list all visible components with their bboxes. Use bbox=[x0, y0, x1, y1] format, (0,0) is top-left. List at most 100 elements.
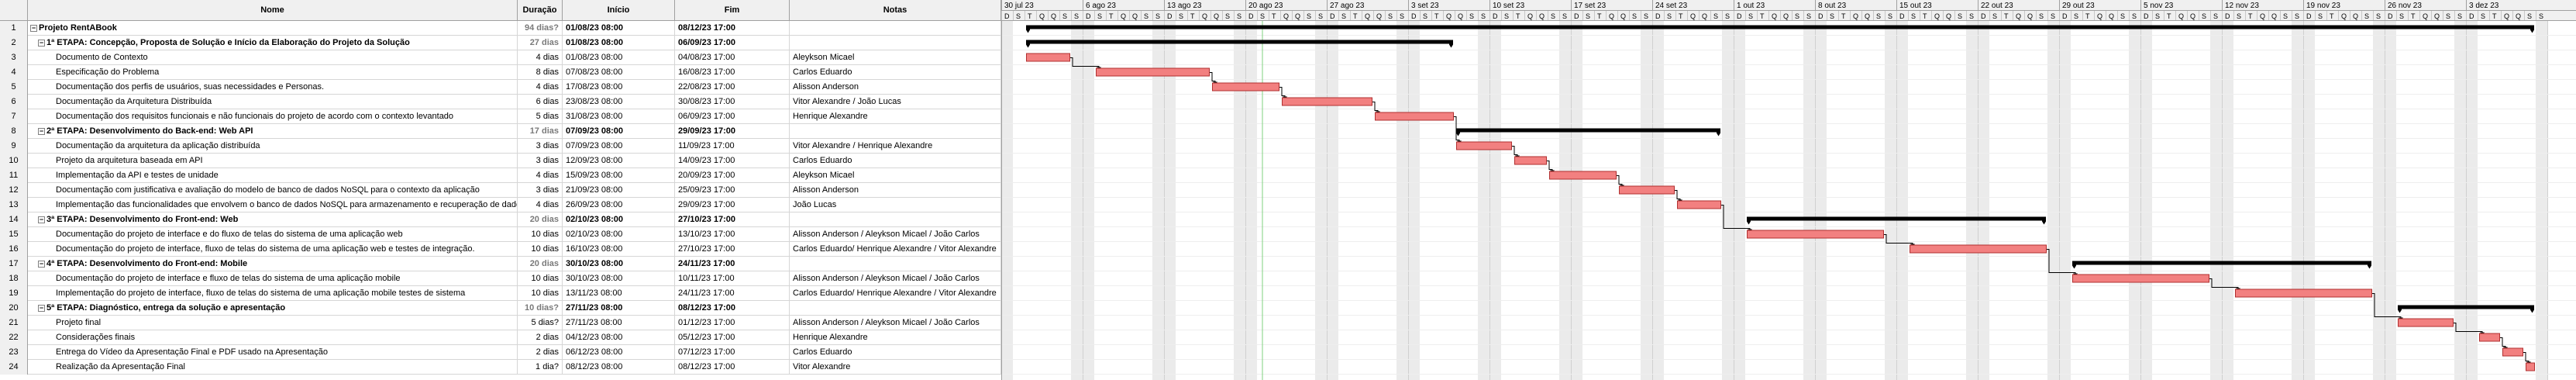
task-duration[interactable]: 4 dias bbox=[518, 168, 563, 183]
collapse-toggle-icon[interactable]: − bbox=[38, 38, 45, 47]
task-start[interactable]: 30/10/23 08:00 bbox=[563, 271, 675, 286]
task-notes[interactable] bbox=[790, 257, 1001, 271]
task-end[interactable]: 20/09/23 17:00 bbox=[675, 168, 790, 183]
task-duration[interactable]: 3 dias bbox=[518, 139, 563, 154]
table-row[interactable]: 4 Especificação do Problema 8 dias 07/08/23… bbox=[0, 65, 1001, 80]
column-header-inicio[interactable]: Início bbox=[563, 0, 675, 21]
task-name-cell[interactable]: Documentação da arquitetura da aplicação… bbox=[28, 139, 518, 154]
row-number[interactable]: 14 bbox=[0, 212, 28, 227]
task-end[interactable]: 05/12/23 17:00 bbox=[675, 330, 790, 345]
table-row[interactable]: 6 Documentação da Arquitetura Distribuída… bbox=[0, 95, 1001, 109]
table-row[interactable]: 2−1ª ETAPA: Concepção, Proposta de Soluç… bbox=[0, 36, 1001, 50]
table-row[interactable]: 22 Considerações finais 2 dias 04/12/23 08:… bbox=[0, 330, 1001, 345]
table-row[interactable]: 11 Implementação da API e testes de unida… bbox=[0, 168, 1001, 183]
table-row[interactable]: 8−2ª ETAPA: Desenvolvimento do Back-end:… bbox=[0, 124, 1001, 139]
column-header-duracao[interactable]: Duração bbox=[518, 0, 563, 21]
task-start[interactable]: 04/12/23 08:00 bbox=[563, 330, 675, 345]
task-name-cell[interactable]: −1ª ETAPA: Concepção, Proposta de Soluçã… bbox=[28, 36, 518, 50]
row-number-header[interactable] bbox=[0, 0, 28, 21]
task-name-cell[interactable]: Projeto da arquitetura baseada em API bbox=[28, 154, 518, 168]
task-end[interactable]: 29/09/23 17:00 bbox=[675, 198, 790, 212]
table-row[interactable]: 1− Projeto RentABook 94 dias? 01/08/23 08:0… bbox=[0, 21, 1001, 36]
task-name-cell[interactable]: −2ª ETAPA: Desenvolvimento do Back-end: … bbox=[28, 124, 518, 139]
task-start[interactable]: 01/08/23 08:00 bbox=[563, 36, 675, 50]
task-start[interactable]: 30/10/23 08:00 bbox=[563, 257, 675, 271]
column-header-nome[interactable]: Nome bbox=[28, 0, 518, 21]
task-name-cell[interactable]: Implementação das funcionalidades que en… bbox=[28, 198, 518, 212]
task-duration[interactable]: 1 dia? bbox=[518, 360, 563, 375]
task-end[interactable]: 04/08/23 17:00 bbox=[675, 50, 790, 65]
table-row[interactable]: 15 Documentação do projeto de interface e… bbox=[0, 227, 1001, 242]
task-start[interactable]: 27/11/23 08:00 bbox=[563, 316, 675, 330]
table-row[interactable]: 7 Documentação dos requisitos funcionais … bbox=[0, 109, 1001, 124]
task-notes[interactable]: Vitor Alexandre / João Lucas bbox=[790, 95, 1001, 109]
row-number[interactable]: 17 bbox=[0, 257, 28, 271]
task-start[interactable]: 13/11/23 08:00 bbox=[563, 286, 675, 301]
table-row[interactable]: 9 Documentação da arquitetura da aplicaçã… bbox=[0, 139, 1001, 154]
task-duration[interactable]: 10 dias bbox=[518, 286, 563, 301]
task-name-cell[interactable]: Documentação do projeto de interface, fl… bbox=[28, 242, 518, 257]
column-header-fim[interactable]: Fim bbox=[675, 0, 790, 21]
collapse-toggle-icon[interactable]: − bbox=[38, 215, 45, 223]
task-duration[interactable]: 3 dias bbox=[518, 183, 563, 198]
task-start[interactable]: 17/08/23 08:00 bbox=[563, 80, 675, 95]
task-notes[interactable] bbox=[790, 21, 1001, 36]
task-end[interactable]: 22/08/23 17:00 bbox=[675, 80, 790, 95]
task-duration[interactable]: 27 dias bbox=[518, 36, 563, 50]
row-number[interactable]: 15 bbox=[0, 227, 28, 242]
task-end[interactable]: 11/09/23 17:00 bbox=[675, 139, 790, 154]
task-duration[interactable]: 6 dias bbox=[518, 95, 563, 109]
row-number[interactable]: 5 bbox=[0, 80, 28, 95]
task-duration[interactable]: 5 dias bbox=[518, 109, 563, 124]
collapse-toggle-icon[interactable]: − bbox=[30, 23, 37, 32]
task-duration[interactable]: 20 dias bbox=[518, 257, 563, 271]
task-notes[interactable]: Alisson Anderson / Aleykson Micael / Joã… bbox=[790, 271, 1001, 286]
task-end[interactable]: 06/09/23 17:00 bbox=[675, 109, 790, 124]
task-duration[interactable]: 2 dias bbox=[518, 330, 563, 345]
task-name-cell[interactable]: Documentação do projeto de interface e f… bbox=[28, 271, 518, 286]
task-start[interactable]: 27/11/23 08:00 bbox=[563, 301, 675, 316]
task-notes[interactable]: Carlos Eduardo/ Henrique Alexandre / Vit… bbox=[790, 242, 1001, 257]
task-name-cell[interactable]: −3ª ETAPA: Desenvolvimento do Front-end:… bbox=[28, 212, 518, 227]
task-start[interactable]: 01/08/23 08:00 bbox=[563, 21, 675, 36]
task-notes[interactable]: Alisson Anderson bbox=[790, 183, 1001, 198]
task-end[interactable]: 24/11/23 17:00 bbox=[675, 286, 790, 301]
task-duration[interactable]: 4 dias bbox=[518, 80, 563, 95]
row-number[interactable]: 22 bbox=[0, 330, 28, 345]
row-number[interactable]: 16 bbox=[0, 242, 28, 257]
row-number[interactable]: 4 bbox=[0, 65, 28, 80]
task-end[interactable]: 27/10/23 17:00 bbox=[675, 212, 790, 227]
task-name-cell[interactable]: Projeto final bbox=[28, 316, 518, 330]
task-end[interactable]: 30/08/23 17:00 bbox=[675, 95, 790, 109]
row-number[interactable]: 2 bbox=[0, 36, 28, 50]
row-number[interactable]: 10 bbox=[0, 154, 28, 168]
task-notes[interactable] bbox=[790, 212, 1001, 227]
task-notes[interactable]: Carlos Eduardo bbox=[790, 65, 1001, 80]
task-start[interactable]: 12/09/23 08:00 bbox=[563, 154, 675, 168]
table-row[interactable]: 20−5ª ETAPA: Diagnóstico, entrega da sol… bbox=[0, 301, 1001, 316]
task-notes[interactable]: Alisson Anderson / Aleykson Micael / Joã… bbox=[790, 227, 1001, 242]
task-start[interactable]: 31/08/23 08:00 bbox=[563, 109, 675, 124]
task-name-cell[interactable]: Documentação com justificativa e avaliaç… bbox=[28, 183, 518, 198]
task-notes[interactable]: Carlos Eduardo/ Henrique Alexandre / Vit… bbox=[790, 286, 1001, 301]
task-start[interactable]: 26/09/23 08:00 bbox=[563, 198, 675, 212]
task-duration[interactable]: 10 dias bbox=[518, 242, 563, 257]
task-notes[interactable] bbox=[790, 301, 1001, 316]
row-number[interactable]: 21 bbox=[0, 316, 28, 330]
table-row[interactable]: 12 Documentação com justificativa e avali… bbox=[0, 183, 1001, 198]
task-notes[interactable]: Henrique Alexandre bbox=[790, 330, 1001, 345]
task-notes[interactable]: Aleykson Micael bbox=[790, 50, 1001, 65]
table-row[interactable]: 17−4ª ETAPA: Desenvolvimento do Front-en… bbox=[0, 257, 1001, 271]
task-name-cell[interactable]: Especificação do Problema bbox=[28, 65, 518, 80]
task-name-cell[interactable]: −5ª ETAPA: Diagnóstico, entrega da soluç… bbox=[28, 301, 518, 316]
task-start[interactable]: 02/10/23 08:00 bbox=[563, 227, 675, 242]
row-number[interactable]: 18 bbox=[0, 271, 28, 286]
task-end[interactable]: 07/12/23 17:00 bbox=[675, 345, 790, 360]
task-name-cell[interactable]: Documento de Contexto bbox=[28, 50, 518, 65]
task-duration[interactable]: 10 dias? bbox=[518, 301, 563, 316]
task-name-cell[interactable]: Entrega do Vídeo da Apresentação Final e… bbox=[28, 345, 518, 360]
task-name-cell[interactable]: Implementação da API e testes de unidade bbox=[28, 168, 518, 183]
row-number[interactable]: 11 bbox=[0, 168, 28, 183]
row-number[interactable]: 23 bbox=[0, 345, 28, 360]
task-notes[interactable] bbox=[790, 36, 1001, 50]
